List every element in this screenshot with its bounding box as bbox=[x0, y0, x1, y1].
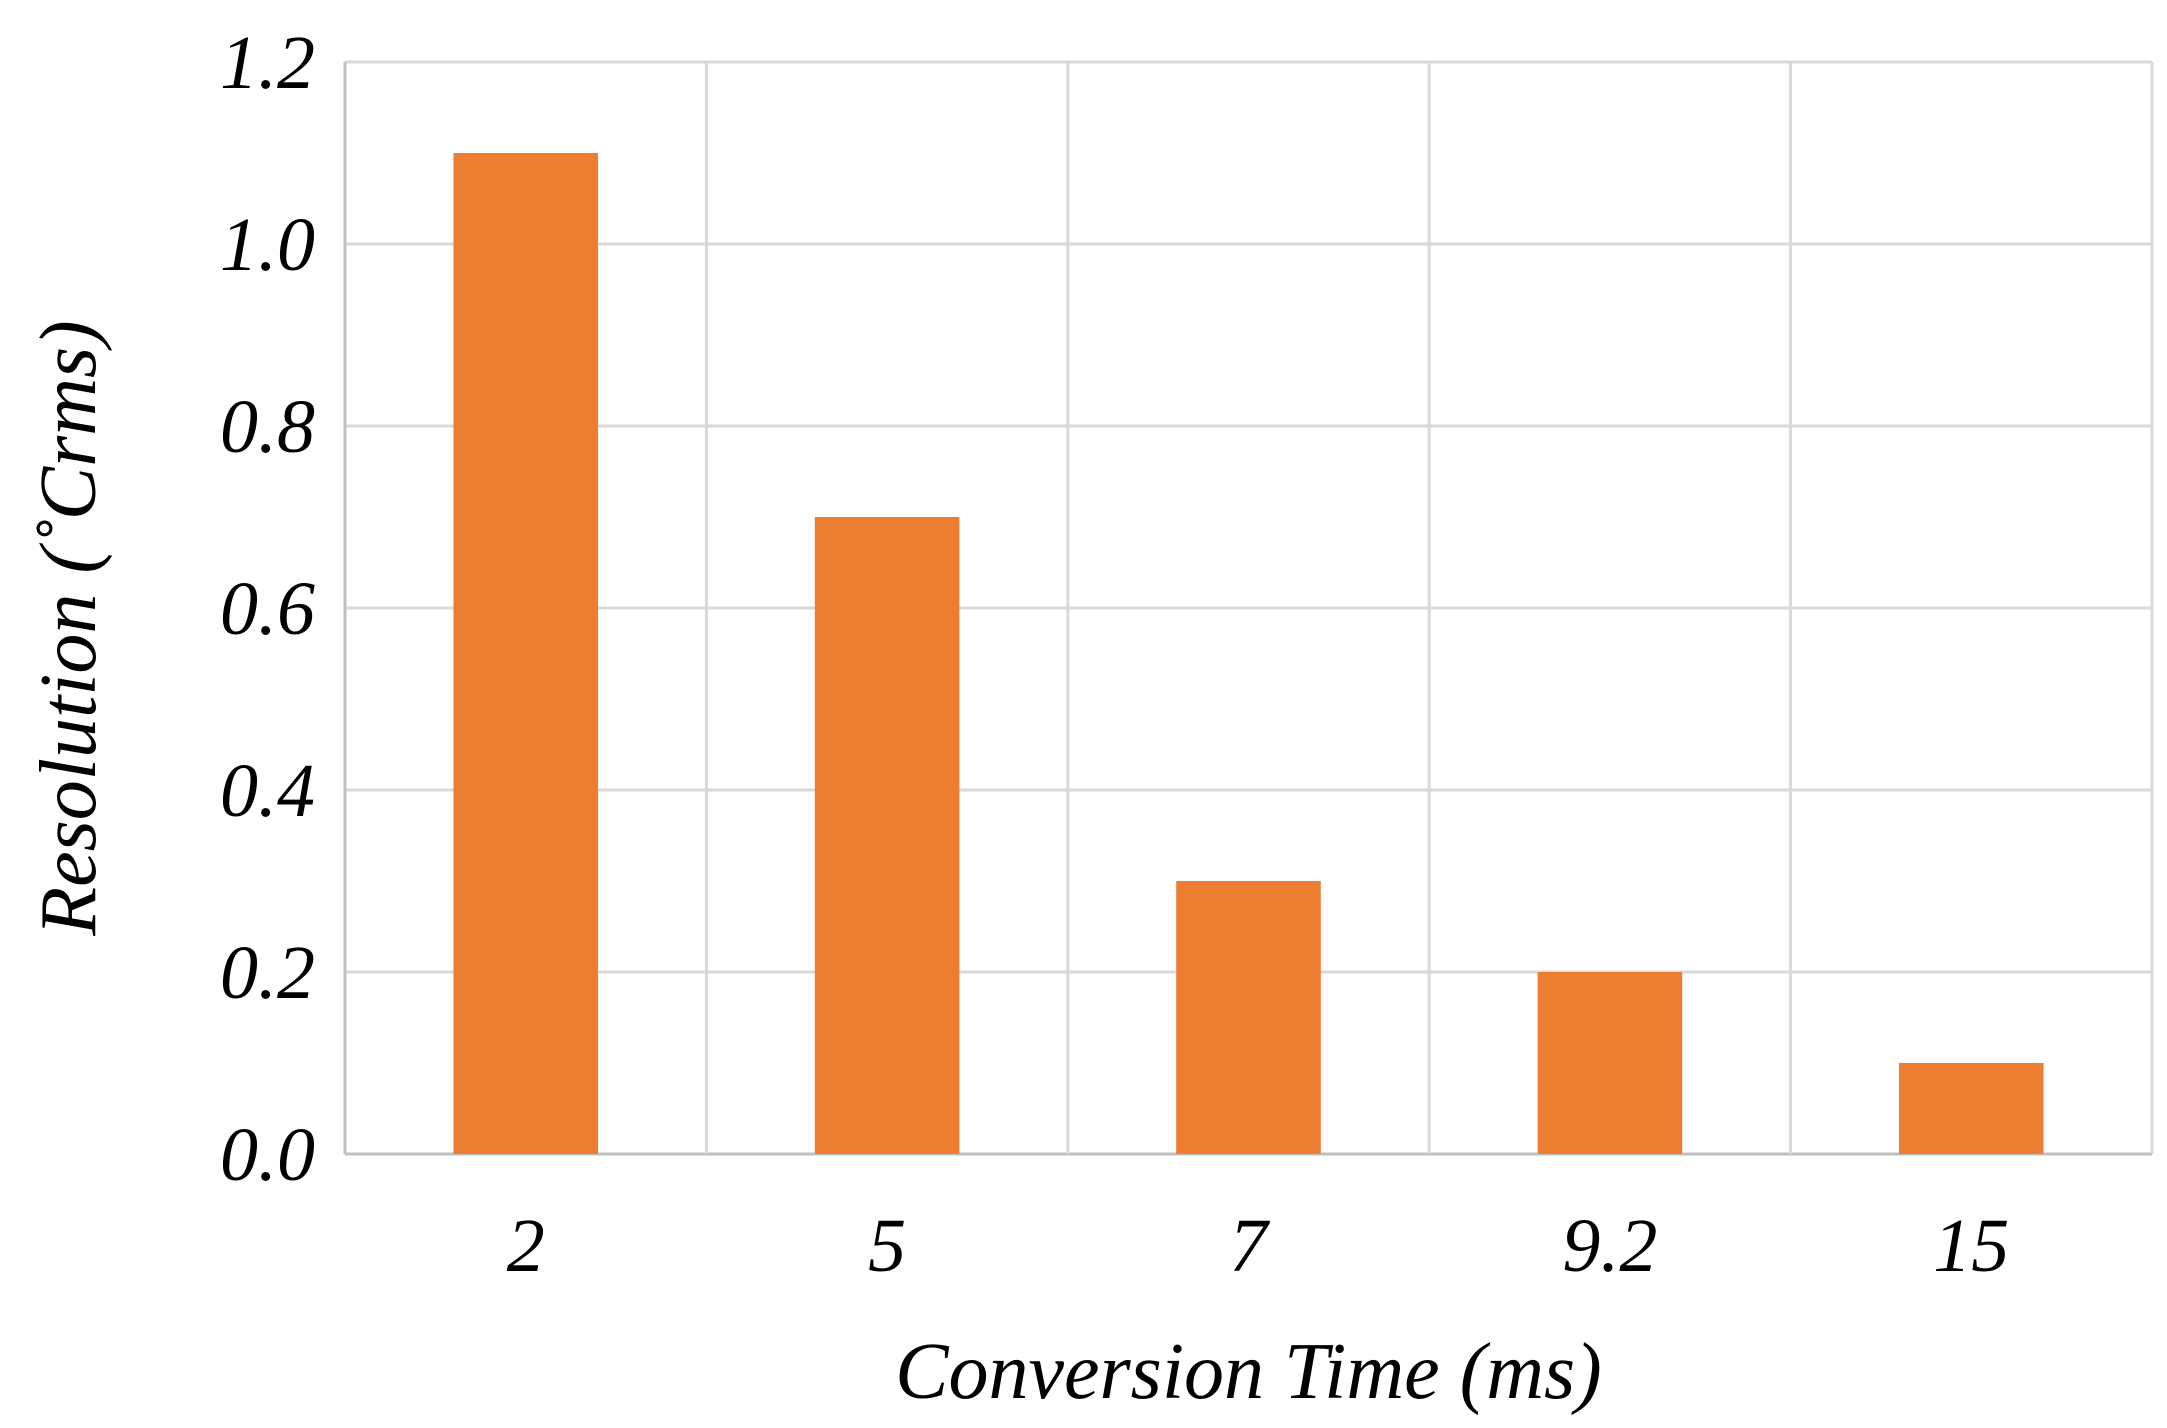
bar bbox=[1537, 972, 1683, 1154]
y-tick-label: 0.4 bbox=[220, 749, 315, 833]
x-tick-label: 2 bbox=[507, 1204, 545, 1288]
bars bbox=[453, 153, 2044, 1154]
bar bbox=[453, 153, 598, 1154]
y-tick-label: 0.0 bbox=[220, 1113, 315, 1197]
y-axis-title: Resolution (˚Crms) bbox=[25, 320, 113, 937]
x-axis-title: Conversion Time (ms) bbox=[895, 1328, 1602, 1416]
bar bbox=[814, 517, 960, 1154]
bar bbox=[1176, 881, 1321, 1154]
x-tick-label: 9.2 bbox=[1562, 1204, 1657, 1288]
y-tick-labels: 0.0 0.2 0.4 0.6 0.8 1.0 1.2 bbox=[220, 21, 315, 1197]
x-tick-label: 15 bbox=[1933, 1204, 2009, 1288]
y-tick-label: 1.2 bbox=[220, 21, 315, 105]
y-tick-label: 0.6 bbox=[220, 567, 315, 651]
bar bbox=[1899, 1063, 2044, 1154]
x-tick-label: 7 bbox=[1230, 1204, 1271, 1288]
y-tick-label: 1.0 bbox=[220, 203, 315, 287]
gridlines bbox=[343, 60, 2154, 1156]
y-tick-label: 0.2 bbox=[220, 931, 315, 1015]
x-tick-labels: 2 5 7 9.2 15 bbox=[507, 1204, 2010, 1288]
y-tick-label: 0.8 bbox=[220, 385, 315, 469]
x-tick-label: 5 bbox=[868, 1204, 906, 1288]
